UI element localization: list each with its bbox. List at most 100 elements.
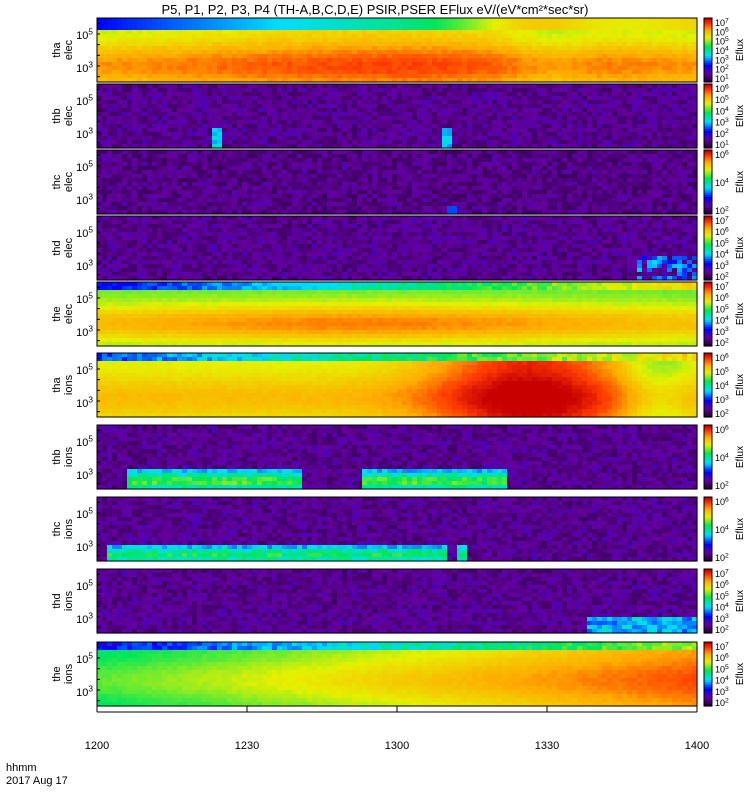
spectrogram-cell — [327, 22, 333, 27]
spectrogram-cell — [222, 120, 228, 125]
spectrogram-cell — [357, 166, 363, 171]
spectrogram-cell — [217, 78, 223, 83]
spectrogram-cell — [297, 88, 303, 93]
spectrogram-cell — [367, 26, 373, 31]
spectrogram-cell — [682, 108, 688, 113]
spectrogram-cell — [422, 166, 428, 171]
spectrogram-cell — [447, 50, 453, 55]
spectrogram-cell — [477, 18, 483, 23]
spectrogram-cell — [337, 42, 343, 47]
spectrogram-cell — [467, 104, 473, 109]
spectrogram-cell — [377, 104, 383, 109]
spectrogram-cell — [277, 34, 283, 39]
spectrogram-cell — [562, 116, 568, 121]
spectrogram-cell — [292, 150, 298, 155]
spectrogram-cell — [267, 162, 273, 167]
spectrogram-cell — [642, 96, 648, 101]
spectrogram-cell — [562, 46, 568, 51]
spectrogram-cell — [112, 124, 118, 129]
spectrogram-cell — [372, 84, 378, 89]
spectrogram-cell — [342, 132, 348, 137]
spectrogram-cell — [482, 124, 488, 129]
spectrogram-cell — [432, 84, 438, 89]
spectrogram-cell — [337, 154, 343, 159]
spectrogram-cell — [512, 92, 518, 97]
spectrogram-cell — [577, 104, 583, 109]
spectrogram-cell — [107, 66, 113, 71]
spectrogram-cell — [682, 22, 688, 27]
spectrogram-cell — [642, 88, 648, 93]
spectrogram-cell — [532, 70, 538, 75]
spectrogram-cell — [287, 88, 293, 93]
spectrogram-cell — [247, 132, 253, 137]
spectrogram-cell — [382, 84, 388, 89]
spectrogram-cell — [417, 38, 423, 43]
spectrogram-cell — [617, 104, 623, 109]
spectrogram-cell — [257, 166, 263, 171]
spectrogram-cell — [622, 108, 628, 113]
spectrogram-cell — [147, 70, 153, 75]
spectrogram-cell — [357, 144, 363, 149]
spectrogram-cell — [587, 140, 593, 145]
spectrogram-cell — [667, 66, 673, 71]
spectrogram-cell — [207, 42, 213, 47]
spectrogram-cell — [152, 78, 158, 83]
spectrogram-cell — [322, 198, 328, 203]
spectrogram-cell — [142, 194, 148, 199]
spectrogram-cell — [357, 202, 363, 207]
spectrogram-cell — [372, 166, 378, 171]
spectrogram-cell — [452, 124, 458, 129]
spectrogram-cell — [212, 206, 218, 211]
spectrogram-cell — [652, 74, 658, 79]
spectrogram-cell — [262, 112, 268, 117]
spectrogram-cell — [307, 104, 313, 109]
spectrogram-cell — [422, 50, 428, 55]
spectrogram-cell — [232, 206, 238, 211]
spectrogram-cell — [132, 46, 138, 51]
spectrogram-cell — [407, 170, 413, 175]
spectrogram-cell — [402, 166, 408, 171]
spectrogram-cell — [142, 158, 148, 163]
spectrogram-cell — [422, 210, 428, 215]
spectrogram-cell — [522, 116, 528, 121]
spectrogram-cell — [222, 104, 228, 109]
spectrogram-cell — [127, 174, 133, 179]
spectrogram-cell — [122, 50, 128, 55]
spectrogram-cell — [342, 198, 348, 203]
spectrogram-cell — [277, 92, 283, 97]
spectrogram-cell — [382, 198, 388, 203]
spectrogram-cell — [622, 70, 628, 75]
spectrogram-cell — [402, 62, 408, 67]
spectrogram-cell — [517, 128, 523, 133]
spectrogram-cell — [187, 198, 193, 203]
spectrogram-cell — [322, 158, 328, 163]
spectrogram-cell — [142, 58, 148, 63]
spectrogram-cell — [462, 124, 468, 129]
spectrogram-cell — [167, 78, 173, 83]
spectrogram-cell — [382, 34, 388, 39]
spectrogram-cell — [307, 26, 313, 31]
spectrogram-cell — [177, 22, 183, 27]
spectrogram-cell — [402, 112, 408, 117]
spectrogram-cell — [517, 34, 523, 39]
spectrogram-cell — [402, 150, 408, 155]
spectrogram-cell — [437, 18, 443, 23]
spectrogram-cell — [242, 78, 248, 83]
colorbar-segment — [704, 39, 712, 43]
spectrogram-cell — [437, 54, 443, 59]
spectrogram-cell — [692, 108, 698, 113]
spectrogram-cell — [542, 92, 548, 97]
spectrogram-cell — [422, 100, 428, 105]
spectrogram-cell — [652, 108, 658, 113]
spectrogram-cell — [202, 210, 208, 215]
spectrogram-cell — [237, 158, 243, 163]
spectrogram-cell — [102, 42, 108, 47]
spectrogram-cell — [597, 70, 603, 75]
spectrogram-cell — [422, 174, 428, 179]
spectrogram-cell — [657, 104, 663, 109]
spectrogram-cell — [312, 178, 318, 183]
spectrogram-cell — [327, 92, 333, 97]
spectrogram-cell — [672, 34, 678, 39]
spectrogram-cell — [262, 120, 268, 125]
spectrogram-cell — [417, 88, 423, 93]
